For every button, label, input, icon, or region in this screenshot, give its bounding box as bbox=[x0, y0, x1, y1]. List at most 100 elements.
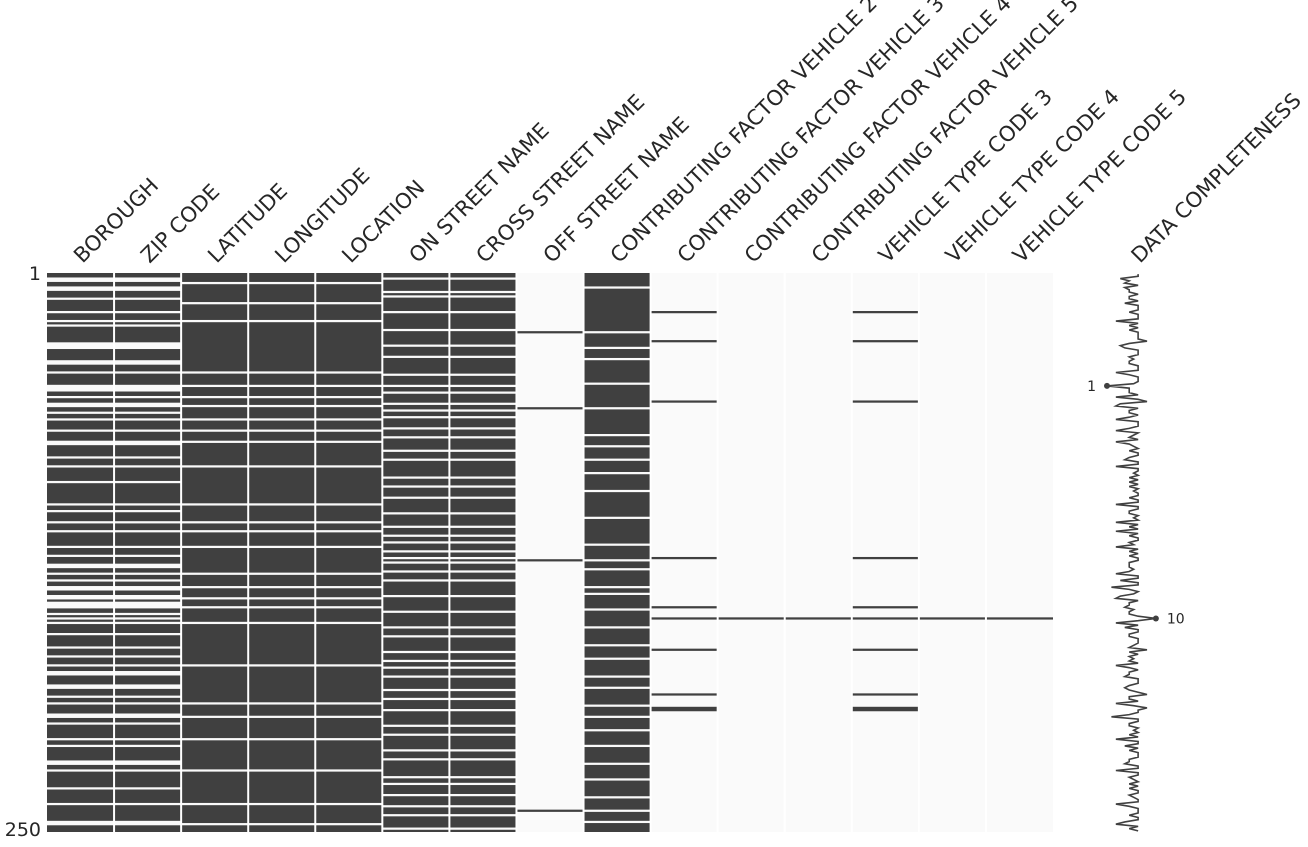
present-block-on-street-name bbox=[382, 563, 450, 571]
present-block-location bbox=[315, 467, 383, 504]
present-block-cross-street-name bbox=[449, 778, 517, 783]
present-block-contributing-factor-vehicle-3 bbox=[650, 706, 718, 712]
present-block-borough bbox=[47, 523, 115, 531]
present-block-location bbox=[315, 505, 383, 522]
present-block-latitude bbox=[181, 666, 249, 703]
row-start-label: 1 bbox=[29, 263, 41, 285]
present-block-contributing-factor-vehicle-2 bbox=[583, 646, 651, 658]
present-block-on-street-name bbox=[382, 760, 450, 777]
present-block-borough bbox=[47, 467, 115, 481]
present-block-contributing-factor-vehicle-3 bbox=[650, 648, 718, 651]
present-block-borough bbox=[47, 313, 115, 320]
present-block-longitude bbox=[248, 505, 316, 522]
present-block-zip-code bbox=[114, 740, 182, 745]
present-block-on-street-name bbox=[382, 628, 450, 636]
present-block-cross-street-name bbox=[449, 628, 517, 636]
present-block-borough bbox=[47, 590, 115, 595]
present-block-zip-code bbox=[114, 391, 182, 396]
present-block-cross-street-name bbox=[449, 279, 517, 291]
present-block-on-street-name bbox=[382, 637, 450, 651]
present-block-cross-street-name bbox=[449, 346, 517, 356]
present-block-cross-street-name bbox=[449, 411, 517, 417]
present-block-contributing-factor-vehicle-2 bbox=[583, 717, 651, 730]
present-block-borough bbox=[47, 532, 115, 546]
present-block-contributing-factor-vehicle-2 bbox=[583, 747, 651, 763]
present-block-on-street-name bbox=[382, 700, 450, 710]
present-block-zip-code bbox=[114, 556, 182, 564]
present-block-cross-street-name bbox=[449, 563, 517, 571]
present-block-zip-code bbox=[114, 805, 182, 821]
present-block-off-street-name bbox=[516, 559, 584, 562]
present-block-contributing-factor-vehicle-2 bbox=[583, 518, 651, 544]
present-block-latitude bbox=[181, 532, 249, 546]
present-block-borough bbox=[47, 373, 115, 385]
present-block-borough bbox=[47, 789, 115, 803]
present-block-vehicle-type-code-3 bbox=[851, 311, 919, 314]
present-block-on-street-name bbox=[382, 273, 450, 278]
present-block-contributing-factor-vehicle-2 bbox=[583, 360, 651, 383]
present-block-on-street-name bbox=[382, 691, 450, 698]
present-block-on-street-name bbox=[382, 559, 450, 562]
present-block-zip-code bbox=[114, 648, 182, 656]
present-block-borough bbox=[47, 483, 115, 504]
present-block-contributing-factor-vehicle-5 bbox=[784, 617, 852, 620]
present-block-zip-code bbox=[114, 697, 182, 703]
present-block-borough bbox=[47, 697, 115, 703]
present-block-on-street-name bbox=[382, 313, 450, 329]
present-block-latitude bbox=[181, 825, 249, 832]
present-block-on-street-name bbox=[382, 411, 450, 417]
present-block-zip-code bbox=[114, 349, 182, 361]
present-block-cross-street-name bbox=[449, 418, 517, 428]
present-block-contributing-factor-vehicle-2 bbox=[583, 545, 651, 560]
present-block-on-street-name bbox=[382, 393, 450, 403]
present-block-contributing-factor-vehicle-2 bbox=[583, 823, 651, 832]
present-block-location bbox=[315, 373, 383, 385]
present-block-contributing-factor-vehicle-2 bbox=[583, 706, 651, 716]
present-block-contributing-factor-vehicle-2 bbox=[583, 273, 651, 287]
present-block-cross-street-name bbox=[449, 393, 517, 403]
present-block-zip-code bbox=[114, 290, 182, 298]
present-block-vehicle-type-code-3 bbox=[851, 556, 919, 560]
present-block-cross-street-name bbox=[449, 612, 517, 627]
present-block-zip-code bbox=[114, 704, 182, 714]
present-block-location bbox=[315, 740, 383, 770]
present-block-borough bbox=[47, 747, 115, 761]
present-block-location bbox=[315, 825, 383, 832]
present-block-contributing-factor-vehicle-3 bbox=[650, 311, 718, 314]
present-block-contributing-factor-vehicle-2 bbox=[583, 780, 651, 797]
present-block-location bbox=[315, 574, 383, 587]
present-block-cross-street-name bbox=[449, 498, 517, 513]
present-block-zip-code bbox=[114, 458, 182, 466]
present-block-zip-code bbox=[114, 505, 182, 511]
present-block-borough bbox=[47, 581, 115, 587]
present-block-contributing-factor-vehicle-3 bbox=[650, 693, 718, 696]
present-block-latitude bbox=[181, 704, 249, 716]
present-block-borough bbox=[47, 413, 115, 419]
present-block-on-street-name bbox=[382, 498, 450, 513]
present-block-location bbox=[315, 387, 383, 396]
present-block-cross-street-name bbox=[449, 331, 517, 345]
present-block-contributing-factor-vehicle-3 bbox=[650, 340, 718, 343]
present-block-longitude bbox=[248, 608, 316, 622]
present-block-on-street-name bbox=[382, 662, 450, 667]
present-block-contributing-factor-vehicle-2 bbox=[583, 811, 651, 821]
present-block-longitude bbox=[248, 599, 316, 607]
present-block-latitude bbox=[181, 805, 249, 824]
present-block-contributing-factor-vehicle-2 bbox=[583, 561, 651, 569]
present-block-borough bbox=[47, 704, 115, 714]
present-block-contributing-factor-vehicle-2 bbox=[583, 447, 651, 459]
column-bg-vehicle-type-code-3 bbox=[851, 273, 919, 832]
present-block-on-street-name bbox=[382, 429, 450, 437]
present-block-zip-code bbox=[114, 407, 182, 412]
present-block-borough bbox=[47, 619, 115, 622]
present-block-latitude bbox=[181, 467, 249, 504]
present-block-contributing-factor-vehicle-2 bbox=[583, 731, 651, 745]
present-block-latitude bbox=[181, 505, 249, 522]
present-block-latitude bbox=[181, 398, 249, 405]
present-block-cross-street-name bbox=[449, 313, 517, 329]
present-block-longitude bbox=[248, 273, 316, 282]
present-block-latitude bbox=[181, 431, 249, 441]
present-block-borough bbox=[47, 599, 115, 602]
present-block-borough bbox=[47, 615, 115, 618]
present-block-borough bbox=[47, 717, 115, 723]
